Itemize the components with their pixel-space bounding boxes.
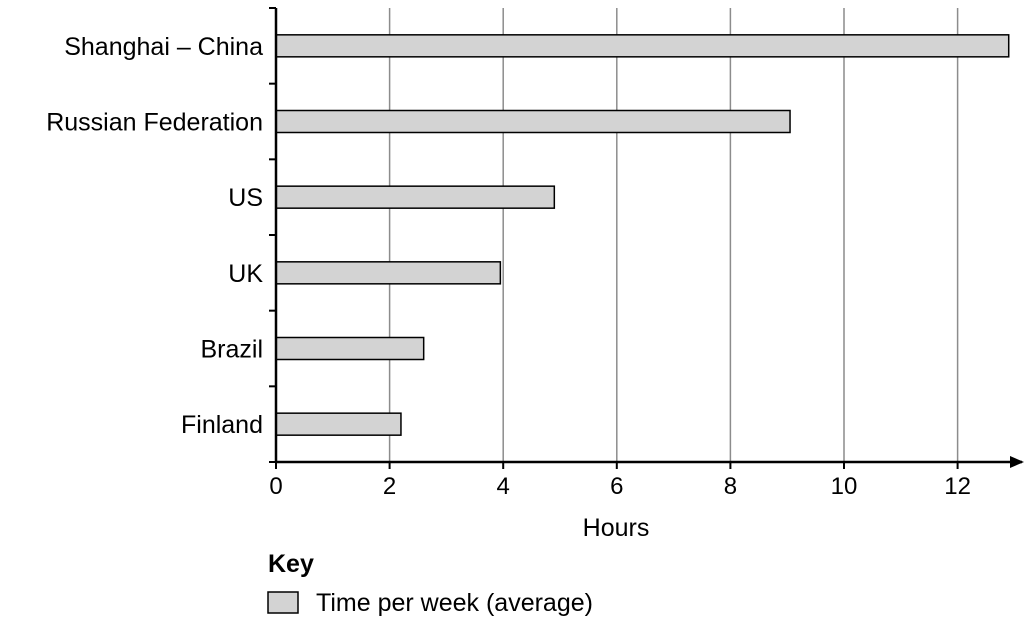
x-tick-label-0: 0 — [269, 473, 282, 500]
bars — [275, 34, 1010, 436]
x-tick-label-10: 10 — [831, 473, 858, 500]
axes — [274, 8, 1024, 468]
bar-5 — [275, 412, 402, 436]
category-label-5: Finland — [181, 411, 263, 439]
y-ticks — [269, 7, 276, 463]
x-tick-label-2: 2 — [383, 473, 396, 500]
gridlines — [388, 8, 959, 462]
legend-swatch — [267, 591, 299, 614]
category-label-4: Brazil — [200, 336, 263, 364]
x-tick-label-6: 6 — [610, 473, 623, 500]
bar-3 — [275, 261, 502, 285]
x-axis-title: Hours — [583, 514, 650, 542]
category-label-2: US — [228, 184, 263, 212]
x-tick-label-12: 12 — [944, 473, 971, 500]
category-label-3: UK — [228, 260, 263, 288]
category-label-1: Russian Federation — [46, 109, 263, 137]
bar-1 — [275, 109, 791, 134]
legend-title: Key — [268, 550, 314, 578]
category-labels: Shanghai – China Russian Federation US UK Br… — [46, 33, 263, 439]
legend-entry-label: Time per week (average) — [316, 589, 593, 617]
x-tick-label-4: 4 — [497, 473, 510, 500]
bar-4 — [275, 336, 425, 361]
x-ticks: 0 2 4 6 8 10 12 — [269, 462, 971, 500]
x-tick-label-8: 8 — [724, 473, 737, 500]
bar-2 — [275, 185, 556, 209]
bar-0 — [275, 34, 1010, 58]
legend: Key Time per week (average) — [267, 550, 593, 617]
category-label-0: Shanghai – China — [64, 33, 263, 61]
